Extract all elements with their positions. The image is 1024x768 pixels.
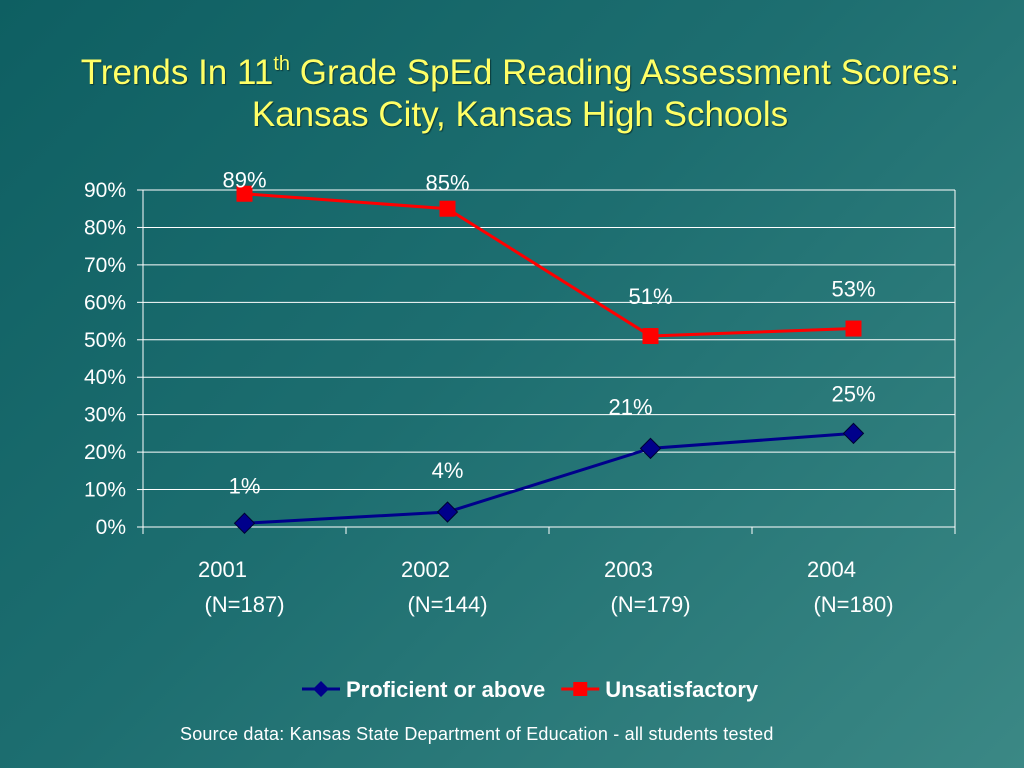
y-tick-label: 90% xyxy=(84,179,126,202)
y-tick-label: 40% xyxy=(84,366,126,389)
legend-diamond-icon xyxy=(313,681,329,697)
y-tick-label: 80% xyxy=(84,216,126,239)
data-label: 25% xyxy=(831,381,875,406)
unsatisfactory-point xyxy=(845,320,862,337)
legend-label: Proficient or above xyxy=(346,677,545,702)
data-label: 4% xyxy=(432,458,464,483)
data-label: 89% xyxy=(222,168,266,193)
data-label: 85% xyxy=(425,171,469,196)
source-note: Source data: Kansas State Department of … xyxy=(180,724,774,744)
series-line-1 xyxy=(244,192,854,338)
proficient-point xyxy=(233,512,256,534)
proficient-point xyxy=(842,422,865,445)
y-tick-label: 20% xyxy=(84,441,126,464)
series-line-0 xyxy=(244,431,854,525)
legend-square-icon xyxy=(573,682,588,696)
proficient-point xyxy=(436,501,459,523)
x-tick-sublabel: (N=180) xyxy=(813,592,893,617)
x-tick-label: 2004 xyxy=(807,557,856,582)
x-tick-label: 2001 xyxy=(198,557,247,582)
unsatisfactory-point xyxy=(439,200,456,217)
data-label: 1% xyxy=(229,473,261,498)
title-suffix: Grade SpEd Reading Assessment Scores: xyxy=(290,53,960,92)
x-tick-sublabel: (N=144) xyxy=(407,592,487,617)
chart-title: Trends In 11th Grade SpEd Reading Assess… xyxy=(0,52,1024,136)
x-tick-sublabel: (N=187) xyxy=(204,592,284,617)
legend-label: Unsatisfactory xyxy=(605,677,759,702)
title-line-2: Kansas City, Kansas High Schools xyxy=(251,95,789,134)
y-tick-label: 50% xyxy=(84,329,126,352)
x-tick-sublabel: (N=179) xyxy=(610,592,690,617)
data-label: 21% xyxy=(608,394,652,419)
title-superscript: th xyxy=(273,53,291,75)
y-tick-label: 60% xyxy=(84,291,126,314)
data-label: 53% xyxy=(831,277,875,302)
x-tick-label: 2003 xyxy=(604,557,653,582)
title-line-1: Trends In 11th Grade SpEd Reading Assess… xyxy=(0,52,1024,94)
y-tick-label: 0% xyxy=(96,516,126,539)
proficient-point xyxy=(639,437,662,460)
data-label: 51% xyxy=(628,284,672,309)
y-tick-label: 30% xyxy=(84,404,126,427)
y-tick-label: 70% xyxy=(84,254,126,277)
unsatisfactory-point xyxy=(642,328,659,345)
x-tick-label: 2002 xyxy=(401,557,450,582)
unsatisfactory-point xyxy=(236,185,253,202)
title-prefix: Trends In 11 xyxy=(80,53,274,92)
y-tick-label: 10% xyxy=(84,479,126,502)
